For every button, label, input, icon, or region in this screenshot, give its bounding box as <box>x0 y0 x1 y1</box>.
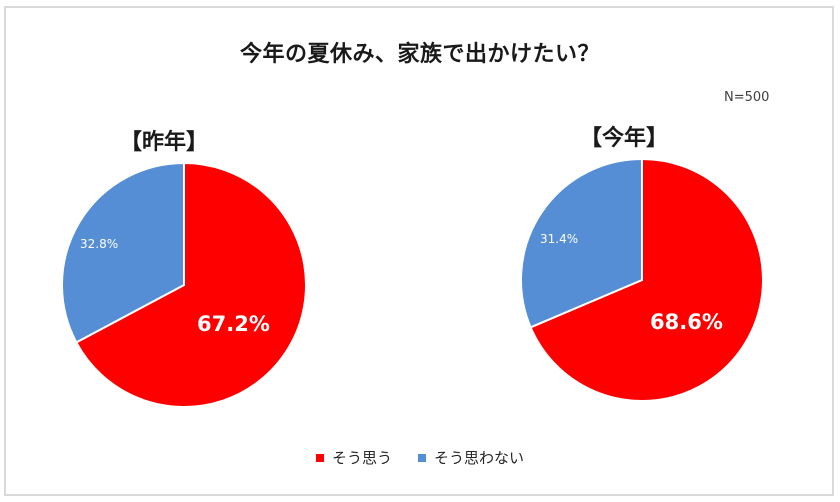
legend-label-agree: そう思う <box>331 449 392 467</box>
pie-last-year: 32.8% 67.2% <box>61 161 307 408</box>
legend-item-agree: そう思う <box>315 447 392 468</box>
slice-disagree-last-year <box>61 161 185 344</box>
pie-this-year: 31.4% 68.6% <box>520 157 764 402</box>
label-agree-last-year: 67.2% <box>197 312 270 336</box>
slice-agree-last-year <box>75 161 307 408</box>
pie-title-last-year: 【昨年】 <box>120 130 209 155</box>
label-disagree-last-year: 32.8% <box>80 237 118 251</box>
slice-disagree-this-year <box>520 157 643 329</box>
legend-label-disagree: そう思わない <box>434 449 525 467</box>
slice-agree-this-year <box>529 157 764 402</box>
legend-item-disagree: そう思わない <box>418 447 524 468</box>
label-disagree-this-year: 31.4% <box>540 232 578 246</box>
legend-swatch-disagree-icon <box>418 453 426 462</box>
pie-title-this-year: 【今年】 <box>580 126 669 151</box>
legend-swatch-agree-icon <box>315 453 324 462</box>
sample-size-label: N=500 <box>724 90 770 105</box>
legend: そう思う そう思わない <box>0 447 840 468</box>
label-agree-this-year: 68.6% <box>650 310 723 334</box>
chart-title: 今年の夏休み、家族で出かけたい？ <box>239 42 600 67</box>
